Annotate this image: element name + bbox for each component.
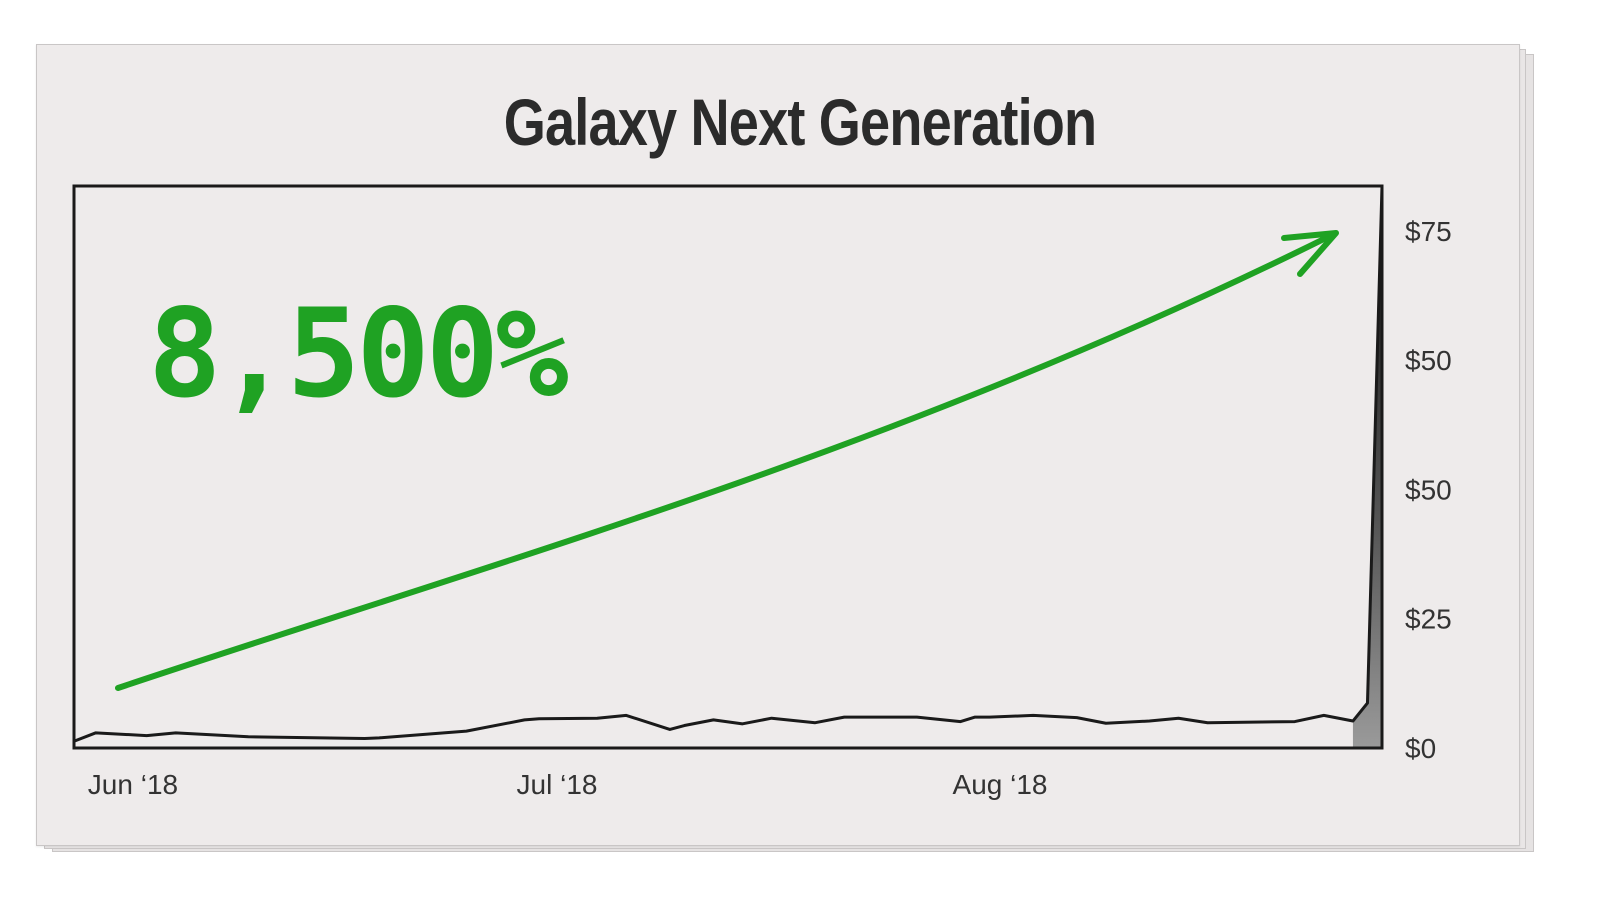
trend-arrow-head [1281,230,1339,277]
y-tick-label: $25 [1405,604,1452,635]
chart-title: Galaxy Next Generation [503,85,1097,159]
y-tick-label: $50 [1405,345,1452,376]
trend-arrow [115,231,1337,691]
plot-frame [72,184,1384,750]
y-tick-label: $0 [1405,733,1436,764]
x-tick-label: Jul ‘18 [517,769,598,800]
y-tick-label: $50 [1405,474,1452,505]
x-tick-label: Jun ‘18 [88,769,178,800]
price-line [73,185,1384,743]
percent-gain-callout: 8,500% [148,283,568,425]
spike-area [1352,186,1382,748]
paper-sheet-front [36,44,1520,846]
x-tick-label: Aug ‘18 [953,769,1048,800]
y-tick-label: $75 [1405,216,1452,247]
